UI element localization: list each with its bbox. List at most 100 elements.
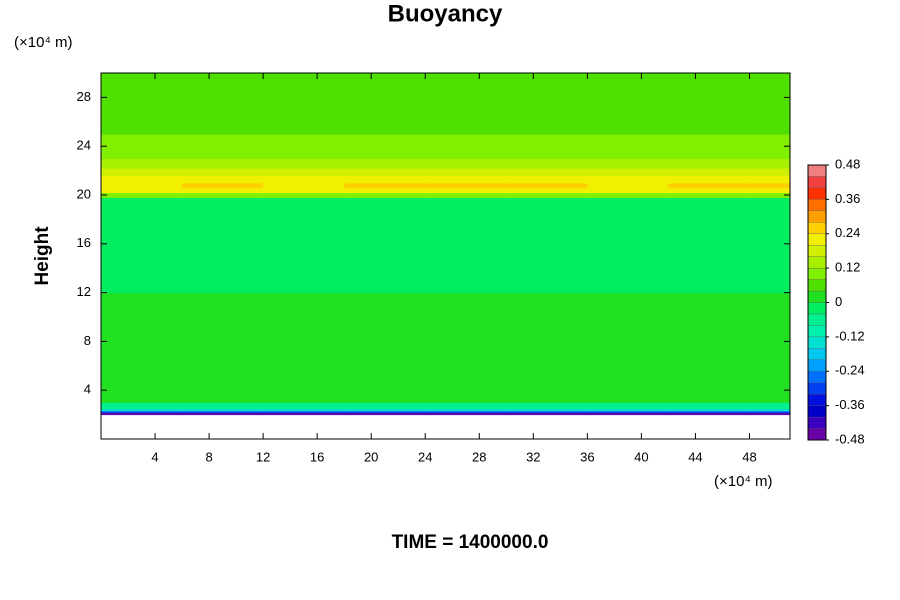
colorbar-swatch bbox=[807, 199, 827, 211]
cell bbox=[344, 412, 426, 416]
cell bbox=[506, 243, 588, 294]
x-unit: (×10⁴ m) bbox=[714, 473, 773, 490]
cell bbox=[587, 243, 669, 294]
colorbar-tick-label: 0.48 bbox=[835, 156, 860, 171]
cell bbox=[749, 365, 791, 403]
colorbar-tick-label: -0.36 bbox=[835, 397, 865, 412]
cell bbox=[101, 192, 183, 198]
cell bbox=[263, 182, 345, 189]
cell bbox=[506, 182, 588, 189]
cell bbox=[425, 402, 507, 409]
cell bbox=[668, 365, 750, 403]
colorbar-swatch bbox=[807, 176, 827, 189]
cell bbox=[668, 134, 750, 159]
cell bbox=[182, 323, 264, 367]
colorbar-tick-label: 0.12 bbox=[835, 260, 860, 275]
cell bbox=[425, 197, 507, 245]
cell bbox=[101, 402, 183, 409]
cell bbox=[506, 323, 588, 367]
cell bbox=[263, 197, 345, 245]
cell bbox=[425, 187, 507, 194]
cell bbox=[587, 187, 669, 194]
cell bbox=[587, 158, 669, 169]
cell bbox=[182, 182, 264, 189]
cell bbox=[668, 192, 750, 198]
cell bbox=[425, 292, 507, 324]
cell bbox=[101, 168, 183, 176]
cell bbox=[749, 410, 791, 414]
x-tick-label: 40 bbox=[634, 449, 648, 464]
cell bbox=[101, 182, 183, 189]
cell bbox=[182, 402, 264, 409]
cell bbox=[263, 323, 345, 367]
cell bbox=[506, 158, 588, 169]
x-tick-label: 12 bbox=[256, 449, 270, 464]
cell bbox=[263, 168, 345, 176]
cell bbox=[344, 192, 426, 198]
colorbar-swatch bbox=[807, 394, 827, 406]
x-tick-label: 48 bbox=[742, 449, 756, 464]
colorbar-swatch bbox=[807, 302, 827, 315]
cell bbox=[425, 408, 507, 412]
cell bbox=[668, 243, 750, 294]
cell bbox=[182, 73, 264, 135]
cell bbox=[182, 168, 264, 176]
colorbar-swatch bbox=[807, 233, 827, 246]
y-tick-label: 28 bbox=[77, 89, 91, 104]
cell bbox=[182, 158, 264, 169]
cell bbox=[749, 175, 791, 184]
cell bbox=[506, 168, 588, 176]
colorbar-swatch bbox=[807, 313, 827, 326]
cell bbox=[344, 410, 426, 414]
cell bbox=[182, 134, 264, 159]
cell bbox=[668, 168, 750, 176]
y-tick-label: 12 bbox=[77, 284, 91, 299]
cell bbox=[425, 175, 507, 184]
cell bbox=[182, 243, 264, 294]
cell bbox=[263, 365, 345, 403]
cell bbox=[749, 187, 791, 194]
cell bbox=[668, 175, 750, 184]
cell bbox=[668, 197, 750, 245]
y-unit: (×10⁴ m) bbox=[14, 34, 73, 51]
cell bbox=[344, 187, 426, 194]
cell bbox=[182, 408, 264, 412]
plot-frame bbox=[100, 72, 791, 440]
cell bbox=[344, 134, 426, 159]
cell bbox=[263, 292, 345, 324]
cell bbox=[263, 408, 345, 412]
cell bbox=[182, 292, 264, 324]
cell bbox=[344, 175, 426, 184]
colorbar-swatch bbox=[807, 428, 827, 441]
cell bbox=[587, 412, 669, 416]
y-tick-label: 4 bbox=[84, 382, 91, 397]
cell bbox=[587, 410, 669, 414]
cell bbox=[749, 158, 791, 169]
cell bbox=[506, 365, 588, 403]
cell bbox=[587, 192, 669, 198]
cell bbox=[182, 192, 264, 198]
cell bbox=[587, 365, 669, 403]
cell bbox=[668, 73, 750, 135]
cell bbox=[344, 168, 426, 176]
cell bbox=[749, 73, 791, 135]
x-tick-label: 32 bbox=[526, 449, 540, 464]
y-tick-label: 16 bbox=[77, 235, 91, 250]
cell bbox=[425, 168, 507, 176]
cell bbox=[344, 182, 426, 189]
footer: TIME = 1400000.0 bbox=[392, 532, 549, 553]
cell bbox=[344, 402, 426, 409]
cell bbox=[425, 412, 507, 416]
cell bbox=[668, 158, 750, 169]
cell bbox=[506, 175, 588, 184]
x-tick-label: 16 bbox=[310, 449, 324, 464]
colorbar-swatch bbox=[807, 405, 827, 418]
cell bbox=[263, 192, 345, 198]
colorbar-tick-label: 0.36 bbox=[835, 191, 860, 206]
cell bbox=[425, 73, 507, 135]
colorbar-swatch bbox=[807, 325, 827, 338]
cell bbox=[587, 175, 669, 184]
colorbar-swatch bbox=[807, 245, 827, 257]
colorbar-swatch bbox=[807, 164, 827, 177]
cell bbox=[749, 243, 791, 294]
